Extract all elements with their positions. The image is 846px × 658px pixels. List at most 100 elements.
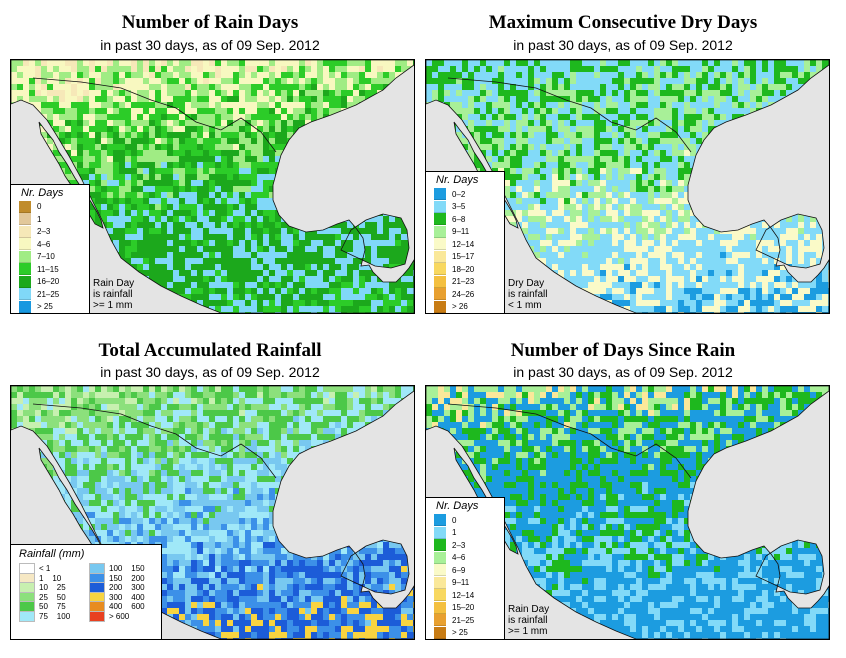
legend-label: 10 25 — [39, 583, 66, 593]
panel-1-title: Number of Rain Days — [121, 12, 299, 33]
legend-label: 21–25 — [37, 289, 60, 299]
legend-swatch — [434, 514, 446, 527]
legend-swatch — [19, 200, 31, 213]
legend-row: > 25 — [426, 626, 504, 640]
legend-label: 21–25 — [452, 615, 475, 625]
map-legend: Nr. Days 0 1 2–3 4–6 7–10 11–15 16–20 21–25 > 25 — [11, 183, 90, 314]
legend-swatch — [434, 576, 446, 589]
legend-row: > 26 — [426, 300, 504, 314]
panel-4-map: Nr. Days 0 1 2–3 4–6 6–9 9–11 12–14 15–20 21–25 > … — [425, 385, 830, 640]
legend-row: 4–6 — [11, 238, 89, 251]
legend-title: Nr. Days — [21, 186, 64, 199]
legend-label: 4–6 — [37, 239, 51, 249]
legend-label: 0 — [37, 202, 42, 212]
legend-label: 11–15 — [37, 264, 59, 274]
legend-label: 4–6 — [452, 553, 466, 563]
legend-swatch — [434, 614, 446, 627]
legend-label: 9–11 — [452, 578, 470, 588]
legend-label: 1 10 — [39, 573, 62, 583]
panel-2-subtitle: in past 30 days, as of 09 Sep. 2012 — [513, 37, 733, 53]
legend-row: 1 — [426, 526, 504, 540]
legend-row: 12–14 — [426, 589, 504, 602]
legend-row: 21–25 — [426, 614, 504, 627]
legend-row: 4–6 — [426, 551, 504, 565]
legend-row: 6–8 — [426, 213, 504, 226]
legend-title: Nr. Days — [436, 174, 479, 186]
legend-swatch — [434, 589, 446, 602]
legend-swatch — [434, 200, 446, 213]
country-border — [447, 77, 692, 153]
legend-row: 24–26 — [426, 288, 504, 301]
legend-row: 2–3 — [426, 539, 504, 552]
legend-swatch — [434, 238, 446, 251]
panel-2-title: Maximum Consecutive Dry Days — [488, 12, 758, 33]
legend-swatch — [434, 263, 446, 276]
legend-label: > 26 — [452, 302, 468, 312]
legend-label: > 25 — [37, 302, 53, 312]
country-border — [32, 77, 277, 153]
legend-swatch — [434, 213, 446, 226]
legend-row: 75 100 — [19, 610, 70, 622]
legend-note: Rain Day is rainfall >= 1 mm — [93, 278, 135, 311]
legend-label: 150 200 — [109, 573, 145, 583]
legend-label: 200 300 — [109, 583, 145, 593]
legend-label: 12–14 — [452, 590, 475, 600]
legend-label: 15–17 — [452, 252, 475, 262]
legend-label: 0–2 — [452, 189, 466, 199]
legend-row: 9–11 — [426, 576, 504, 590]
legend-swatch — [434, 275, 446, 288]
legend-label: 3–5 — [452, 202, 466, 212]
legend-row: 2–3 — [11, 225, 89, 239]
legend-label: 15–20 — [452, 603, 475, 613]
legend-swatch — [434, 225, 446, 238]
legend-label: 9–11 — [452, 227, 470, 237]
legend-swatch — [19, 288, 31, 301]
legend-row: 15–20 — [426, 601, 504, 615]
map-legend: Nr. Days 0 1 2–3 4–6 6–9 9–11 12–14 15–20 21–25 > … — [426, 497, 505, 639]
legend-label: < 1 — [39, 564, 51, 574]
legend-swatch — [434, 551, 446, 564]
legend-row: 18–20 — [426, 263, 504, 276]
legend-swatch — [434, 564, 446, 577]
legend-note: Rain Day is rainfall >= 1 mm — [508, 604, 550, 637]
legend-swatch — [19, 225, 31, 238]
legend-row: 9–11 — [426, 225, 504, 239]
legend-label: 100 150 — [109, 564, 145, 574]
legend-swatch — [19, 213, 31, 226]
legend-swatch — [19, 263, 31, 276]
legend-title: Nr. Days — [436, 500, 479, 512]
legend-label: 1 — [37, 214, 42, 224]
panel-4-title: Number of Days Since Rain — [510, 340, 736, 361]
legend-label: 6–9 — [452, 565, 466, 575]
legend-label: 2–3 — [452, 540, 466, 550]
legend-label: 400 600 — [109, 602, 145, 612]
legend-label: 25 50 — [39, 592, 66, 602]
legend-row: 7–10 — [11, 250, 89, 264]
legend-row: 3–5 — [426, 200, 504, 214]
legend-label: 16–20 — [37, 277, 60, 287]
map-legend: Nr. Days 0–2 3–5 6–8 9–11 12–14 15–17 18–20 21–2… — [426, 171, 505, 313]
legend-label: > 600 — [109, 611, 130, 621]
legend-swatch — [89, 610, 105, 622]
legend-row: 16–20 — [11, 275, 89, 289]
legend-row: 12–14 — [426, 238, 504, 251]
legend-label: 1 — [452, 528, 457, 538]
panel-1-subtitle: in past 30 days, as of 09 Sep. 2012 — [100, 37, 320, 53]
legend-row: > 25 — [11, 300, 89, 314]
legend-swatch — [19, 610, 35, 622]
legend-row: 21–23 — [426, 275, 504, 289]
legend-label: > 25 — [452, 628, 468, 638]
legend-label: 24–26 — [452, 289, 475, 299]
legend-note: Dry Day is rainfall < 1 mm — [508, 278, 548, 311]
legend-label: 6–8 — [452, 214, 466, 224]
panel-3-subtitle: in past 30 days, as of 09 Sep. 2012 — [100, 364, 320, 380]
legend-swatch — [434, 288, 446, 301]
legend-swatch — [434, 188, 446, 201]
legend-row: 1 — [11, 213, 89, 226]
legend-swatch — [434, 626, 446, 639]
legend-label: 7–10 — [37, 252, 55, 262]
country-border — [447, 403, 692, 479]
country-border — [32, 403, 277, 479]
panel-3-title: Total Accumulated Rainfall — [98, 340, 322, 361]
